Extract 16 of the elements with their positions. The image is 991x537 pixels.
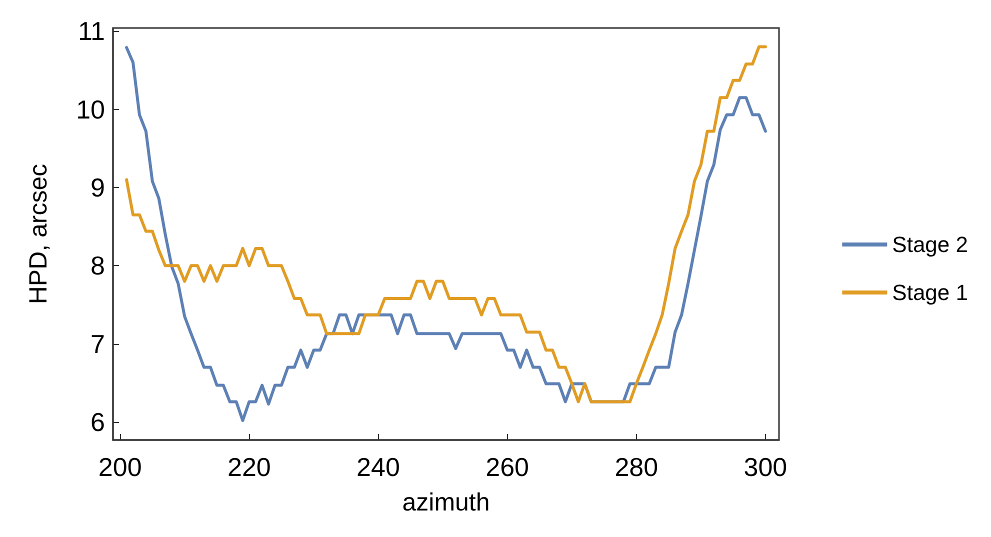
y-axis-title: HPD, arcsec [24,164,52,304]
x-axis-title: azimuth [402,488,490,516]
y-tick-label: 8 [90,250,105,281]
x-tick-label: 280 [614,452,658,482]
x-tick-label: 300 [744,452,788,482]
x-tick-label: 240 [356,452,400,482]
x-tick-label: 220 [227,452,271,482]
legend-label: Stage 1 [892,280,968,305]
y-tick-label: 10 [76,94,105,124]
x-tick-label: 260 [486,452,530,482]
y-tick-label: 6 [90,407,105,438]
y-tick-label: 9 [90,172,105,202]
y-tick-label: 11 [78,16,105,46]
legend-label: Stage 2 [892,232,968,257]
x-tick-label: 200 [98,452,142,482]
y-tick-label: 7 [90,328,105,359]
